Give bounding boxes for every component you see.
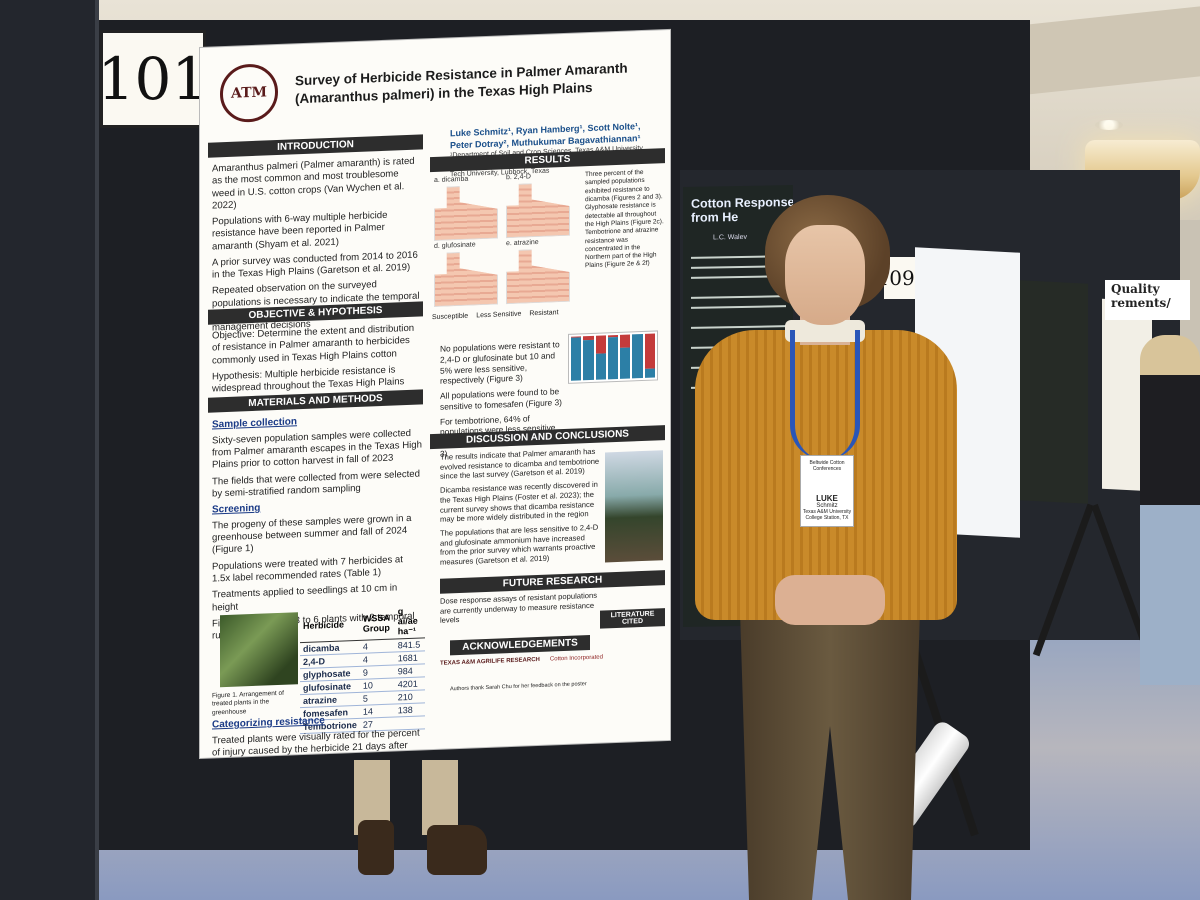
badge-university: Texas A&M University — [802, 509, 852, 515]
map-24d — [506, 182, 570, 238]
discussion-bullet: The results indicate that Palmer amarant… — [440, 446, 600, 482]
table-header-row: Herbicide WSSA Group g ai/ae ha⁻¹ — [300, 604, 425, 643]
categorizing-section: Categorizing resistance Treated plants w… — [212, 707, 422, 758]
table-header-cell: WSSA Group — [359, 605, 395, 641]
future-research-section: Dose response assays of resistant popula… — [440, 591, 600, 630]
discussion-bullet: Dicamba resistance was recently discover… — [440, 479, 598, 525]
chart-bar — [632, 333, 643, 379]
discussion-bullet: The populations that are less sensitive … — [440, 522, 599, 567]
literature-heading: LITERATURE CITED — [600, 608, 665, 629]
intro-bullet: Populations with 6-way multiple herbicid… — [212, 209, 388, 253]
legend-susceptible: Susceptible — [432, 312, 469, 322]
bar-resistant-segment — [620, 334, 631, 349]
chart-bar — [620, 334, 631, 379]
dicamba-resistant-plant-photo — [605, 450, 663, 563]
panel-divider — [0, 0, 99, 900]
bar-susceptible-segment — [595, 353, 606, 380]
future-research-heading: FUTURE RESEARCH — [440, 570, 665, 594]
research-poster: ATM Survey of Herbicide Resistance in Pa… — [200, 29, 670, 759]
bar-susceptible-segment — [620, 347, 631, 379]
table-cell: 984 — [394, 663, 425, 679]
chart-bar — [644, 333, 655, 378]
bar-resistant-segment — [644, 333, 655, 369]
map-label: e. atrazine — [506, 238, 539, 248]
screening-bullet: The progeny of these samples were grown … — [212, 512, 412, 556]
results-bullet: All populations were found to be sensiti… — [440, 386, 562, 412]
table-header-cell: Herbicide — [300, 606, 360, 643]
map-label: b. 2,4-D — [506, 173, 531, 182]
future-bullet: Dose response assays of resistant popula… — [440, 590, 598, 626]
legend-less-sensitive: Less Sensitive — [476, 310, 522, 320]
bar-resistant-segment — [595, 335, 606, 354]
board-number: 101 — [98, 30, 208, 128]
intro-bullet: A prior survey was conducted from 2014 t… — [212, 249, 418, 281]
table-cell: 1681 — [394, 650, 425, 666]
presenter-face — [785, 225, 865, 325]
objective-section: Objective: Determine the extent and dist… — [212, 322, 422, 399]
background-person-legs — [352, 760, 487, 880]
presenter-hands — [775, 575, 885, 625]
badge-last-name: Schmitz — [816, 503, 838, 509]
introduction-heading: INTRODUCTION — [208, 134, 423, 158]
table-cell: 4201 — [394, 676, 425, 692]
bar-susceptible-segment — [607, 337, 619, 380]
chart-bar — [571, 336, 582, 381]
table-cell: 210 — [394, 689, 425, 705]
badge-city: College Station, TX — [805, 515, 849, 521]
intro-bullet: Amaranthus palmeri (Palmer amaranth) is … — [212, 155, 415, 212]
chart-bar — [595, 335, 606, 380]
table-header-cell: g ai/ae ha⁻¹ — [394, 604, 425, 640]
methods-bullet: Sixty-seven population samples were coll… — [212, 427, 422, 471]
room-sign: Quality rements/ — [1105, 280, 1190, 320]
poster-title: Survey of Herbicide Resistance in Palmer… — [295, 60, 628, 107]
map-glufosinate — [434, 251, 498, 307]
map-atrazine — [506, 248, 570, 304]
bar-susceptible-segment — [583, 340, 594, 381]
chart-bar — [583, 335, 594, 381]
ceiling-light — [1095, 120, 1123, 130]
results-bullet: No populations were resistant to 2,4-D o… — [440, 339, 560, 387]
background-person — [1140, 335, 1200, 685]
badge-conference: Beltwide Cotton Conferences — [809, 460, 845, 472]
chart-bar — [607, 334, 619, 380]
screening-bullet: Populations were treated with 7 herbicid… — [212, 553, 403, 585]
university-logo: ATM — [220, 63, 278, 124]
badge-first-name: LUKE — [816, 494, 838, 503]
map-label: a. dicamba — [434, 175, 469, 185]
neighbor-poster-author: L.C. Walev — [713, 233, 747, 242]
objective-text: Objective: Determine the extent and dist… — [212, 322, 415, 367]
map-dicamba — [434, 185, 498, 241]
legend-resistant: Resistant — [529, 309, 559, 318]
methods-bullet: The fields that were collected from were… — [212, 468, 420, 500]
lanyard — [790, 330, 860, 460]
greenhouse-photo — [220, 612, 298, 688]
results-side-text: Three percent of the sampled populations… — [585, 168, 664, 270]
table-cell: 841.5 — [394, 637, 425, 653]
bar-susceptible-segment — [571, 337, 582, 381]
far-poster — [1020, 280, 1088, 504]
acknowledgements-heading: ACKNOWLEDGEMENTS — [450, 635, 590, 656]
discussion-section: The results indicate that Palmer amarant… — [440, 447, 600, 572]
map-label: d. glufosinate — [434, 241, 476, 251]
bar-susceptible-segment — [632, 333, 643, 379]
resistance-bar-chart — [568, 330, 658, 384]
bar-susceptible-segment — [644, 368, 655, 378]
name-badge: Beltwide Cotton Conferences LUKE Schmitz… — [800, 455, 854, 527]
